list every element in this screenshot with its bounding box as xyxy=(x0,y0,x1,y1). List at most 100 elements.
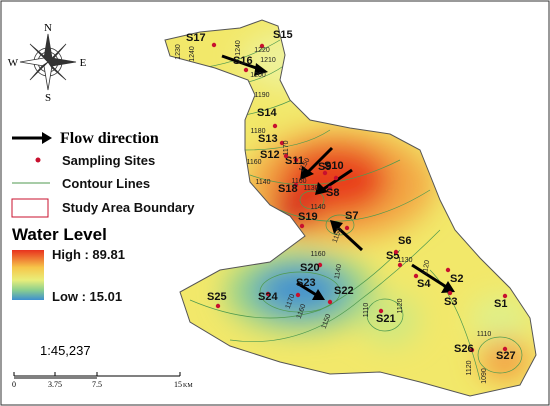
compass-w: W xyxy=(8,57,19,69)
site-label: S7 xyxy=(345,210,358,222)
contour-label: 1240 xyxy=(189,46,196,62)
site-dot xyxy=(259,43,265,49)
site-dot xyxy=(293,182,299,188)
site-label: S27 xyxy=(496,350,516,362)
contour-label: 1220 xyxy=(254,47,270,54)
compass-n: N xyxy=(44,22,52,34)
site-dot xyxy=(327,185,333,191)
contour-label: 1120 xyxy=(422,260,432,276)
site-dot xyxy=(327,299,333,305)
site-label: S18 xyxy=(278,183,298,195)
scale-tick: 15 xyxy=(174,380,182,389)
legend-low: Low : 15.01 xyxy=(52,289,122,304)
contour-label: 1230 xyxy=(175,44,182,60)
contour-label: 1170 xyxy=(285,293,297,310)
site-label: S22 xyxy=(334,285,354,297)
site-label: S2 xyxy=(450,273,463,285)
contour-label: 1150 xyxy=(321,313,333,330)
contour-label: 1210 xyxy=(260,57,276,64)
site-label: S6 xyxy=(398,235,411,247)
site-label: S9 xyxy=(318,161,331,173)
site-label: S20 xyxy=(300,262,320,274)
site-label: S13 xyxy=(258,133,278,145)
site-label: S8 xyxy=(326,187,339,199)
scale-unit: KM xyxy=(183,383,193,389)
site-dot xyxy=(322,170,328,176)
contour-label: 1110 xyxy=(363,303,370,318)
site-dot xyxy=(317,262,323,268)
legend-high: High : 89.81 xyxy=(52,247,125,262)
contour-label: 1180 xyxy=(250,128,265,135)
site-label: S25 xyxy=(207,291,227,303)
site-dot xyxy=(293,157,299,163)
site-dot xyxy=(502,346,508,352)
scale-tick: 3.75 xyxy=(48,380,62,389)
compass-s: S xyxy=(45,92,51,104)
site-label: S16 xyxy=(233,55,253,67)
site-dot xyxy=(447,290,453,296)
site-label: S19 xyxy=(298,211,318,223)
site-label: S17 xyxy=(186,32,206,44)
site-label: S12 xyxy=(260,149,280,161)
scale-tick: 0 xyxy=(12,380,16,389)
site-label: S4 xyxy=(417,278,431,290)
contour-label: 1170 xyxy=(283,140,290,155)
site-label: S1 xyxy=(494,298,507,310)
site-dot xyxy=(215,303,221,309)
legend-title: Water Level xyxy=(12,225,107,244)
site-dot xyxy=(299,223,305,229)
site-dot xyxy=(295,292,301,298)
contour-label: 1120 xyxy=(466,360,473,375)
sampling-sites: S1S2S3S4S5S6S7S8S9S10S11S12S13S14S15S16S… xyxy=(186,29,516,362)
site-label: S3 xyxy=(444,296,457,308)
contour-label: 1200 xyxy=(250,72,266,79)
contour-label: 1140 xyxy=(334,264,344,280)
contour-label: 1160 xyxy=(291,178,306,185)
contour-label: 1140 xyxy=(255,179,270,186)
site-label: S11 xyxy=(285,155,304,167)
site-dot xyxy=(333,175,339,181)
site-dot xyxy=(272,123,278,129)
legend-flow: Flow direction xyxy=(60,130,159,147)
site-dot xyxy=(283,153,289,159)
legend: Flow direction Sampling Sites Contour Li… xyxy=(11,130,195,304)
contour-label: 1160 xyxy=(310,251,325,258)
site-label: S24 xyxy=(258,291,278,303)
contour-label: 1160 xyxy=(296,303,308,320)
contour-label: 1160 xyxy=(246,159,261,166)
site-label: S21 xyxy=(376,313,396,325)
site-dot xyxy=(378,308,384,314)
site-dot xyxy=(469,347,475,353)
site-label: S14 xyxy=(257,107,277,119)
site-dot xyxy=(243,67,249,73)
scale-tick: 7.5 xyxy=(92,380,102,389)
site-label: S15 xyxy=(273,29,293,41)
contour-labels: 1230 1240 1240 1220121012001190118011701160… xyxy=(175,40,491,384)
site-dot xyxy=(397,262,403,268)
contour-label: 1090 xyxy=(481,368,488,384)
contour-label: 1110 xyxy=(477,331,492,338)
site-dot xyxy=(344,225,350,231)
legend-contours: Contour Lines xyxy=(62,176,150,191)
contour-label: 1150 xyxy=(332,227,344,244)
site-dot xyxy=(279,140,285,146)
compass: N S E W xyxy=(8,22,87,104)
site-dot xyxy=(265,291,271,297)
site-dot xyxy=(413,273,419,279)
contour-label: 1120 xyxy=(397,298,404,313)
flow-arrows xyxy=(221,54,455,300)
site-label: S10 xyxy=(324,160,344,172)
legend-boundary: Study Area Boundary xyxy=(62,200,195,215)
contour-label: 1130 xyxy=(303,185,318,192)
contour-label: 1140 xyxy=(310,204,325,211)
site-label: S26 xyxy=(454,343,474,355)
site-dot xyxy=(502,293,508,299)
compass-e: E xyxy=(80,57,87,69)
contour-label: 1190 xyxy=(254,92,269,99)
contour-label: 1240 xyxy=(235,40,242,56)
scale-ratio: 1:45,237 xyxy=(40,343,91,358)
legend-sites: Sampling Sites xyxy=(62,153,155,168)
contour-label: 1130 xyxy=(397,257,412,264)
site-dot xyxy=(445,267,451,273)
